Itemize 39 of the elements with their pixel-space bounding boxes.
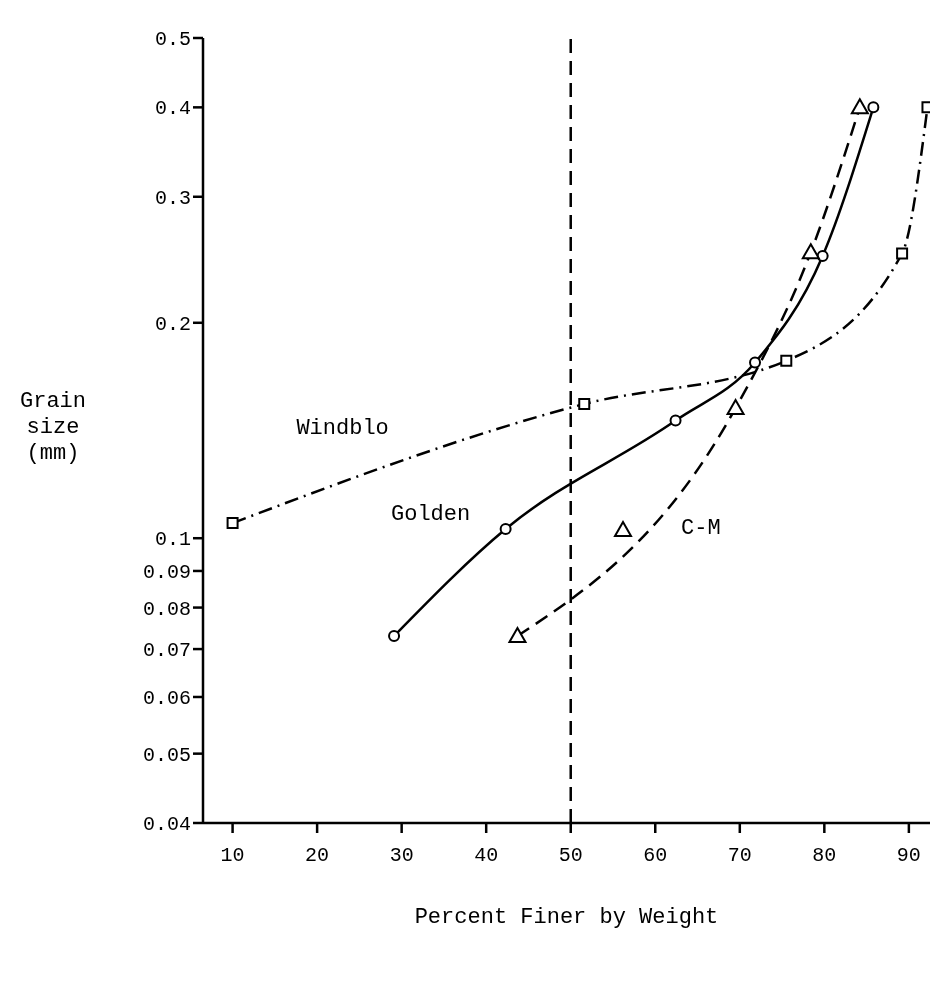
y-tick-label: 0.05 — [142, 743, 191, 767]
y-tick-label: 0.09 — [142, 561, 191, 585]
point — [896, 247, 909, 260]
point — [726, 399, 745, 416]
x-tick-label: 60 — [643, 844, 668, 868]
x-tick-label: 30 — [389, 844, 414, 868]
point — [850, 98, 869, 115]
x-axis-title: Percent Finer by Weight — [414, 905, 719, 930]
x-tick-label: 20 — [305, 844, 330, 868]
point — [867, 101, 880, 114]
series-label: Golden — [391, 501, 471, 527]
x-tick-label: 80 — [812, 844, 837, 868]
x-tick-label: 70 — [727, 844, 752, 868]
y-tick-label: 0.04 — [142, 813, 191, 837]
x-tick-label: 90 — [896, 844, 921, 868]
point — [669, 414, 682, 427]
point — [780, 354, 793, 367]
y-tick-label: 0.08 — [142, 597, 191, 621]
point — [226, 517, 239, 530]
point — [801, 243, 820, 260]
x-tick-label: 40 — [474, 844, 499, 868]
point — [578, 398, 591, 411]
point — [816, 249, 829, 262]
x-tick-label: 10 — [220, 844, 245, 868]
y-tick-label: 0.2 — [154, 312, 191, 336]
y-tick-label: 0.07 — [142, 639, 191, 663]
y-tick-label: 0.3 — [154, 186, 191, 210]
point — [388, 630, 401, 643]
point — [749, 356, 762, 369]
legend-label: C-M — [681, 516, 721, 542]
y-tick-label: 0.4 — [154, 97, 191, 121]
point — [508, 627, 527, 644]
series-label: Windblo — [296, 415, 389, 441]
y-tick-label: 0.06 — [142, 687, 191, 711]
y-axis-title: Grain size (mm) — [19, 388, 87, 466]
y-tick-label: 0.1 — [154, 528, 191, 552]
y-tick-label: 0.5 — [154, 28, 191, 52]
x-tick-label: 50 — [558, 844, 583, 868]
point — [499, 523, 512, 536]
